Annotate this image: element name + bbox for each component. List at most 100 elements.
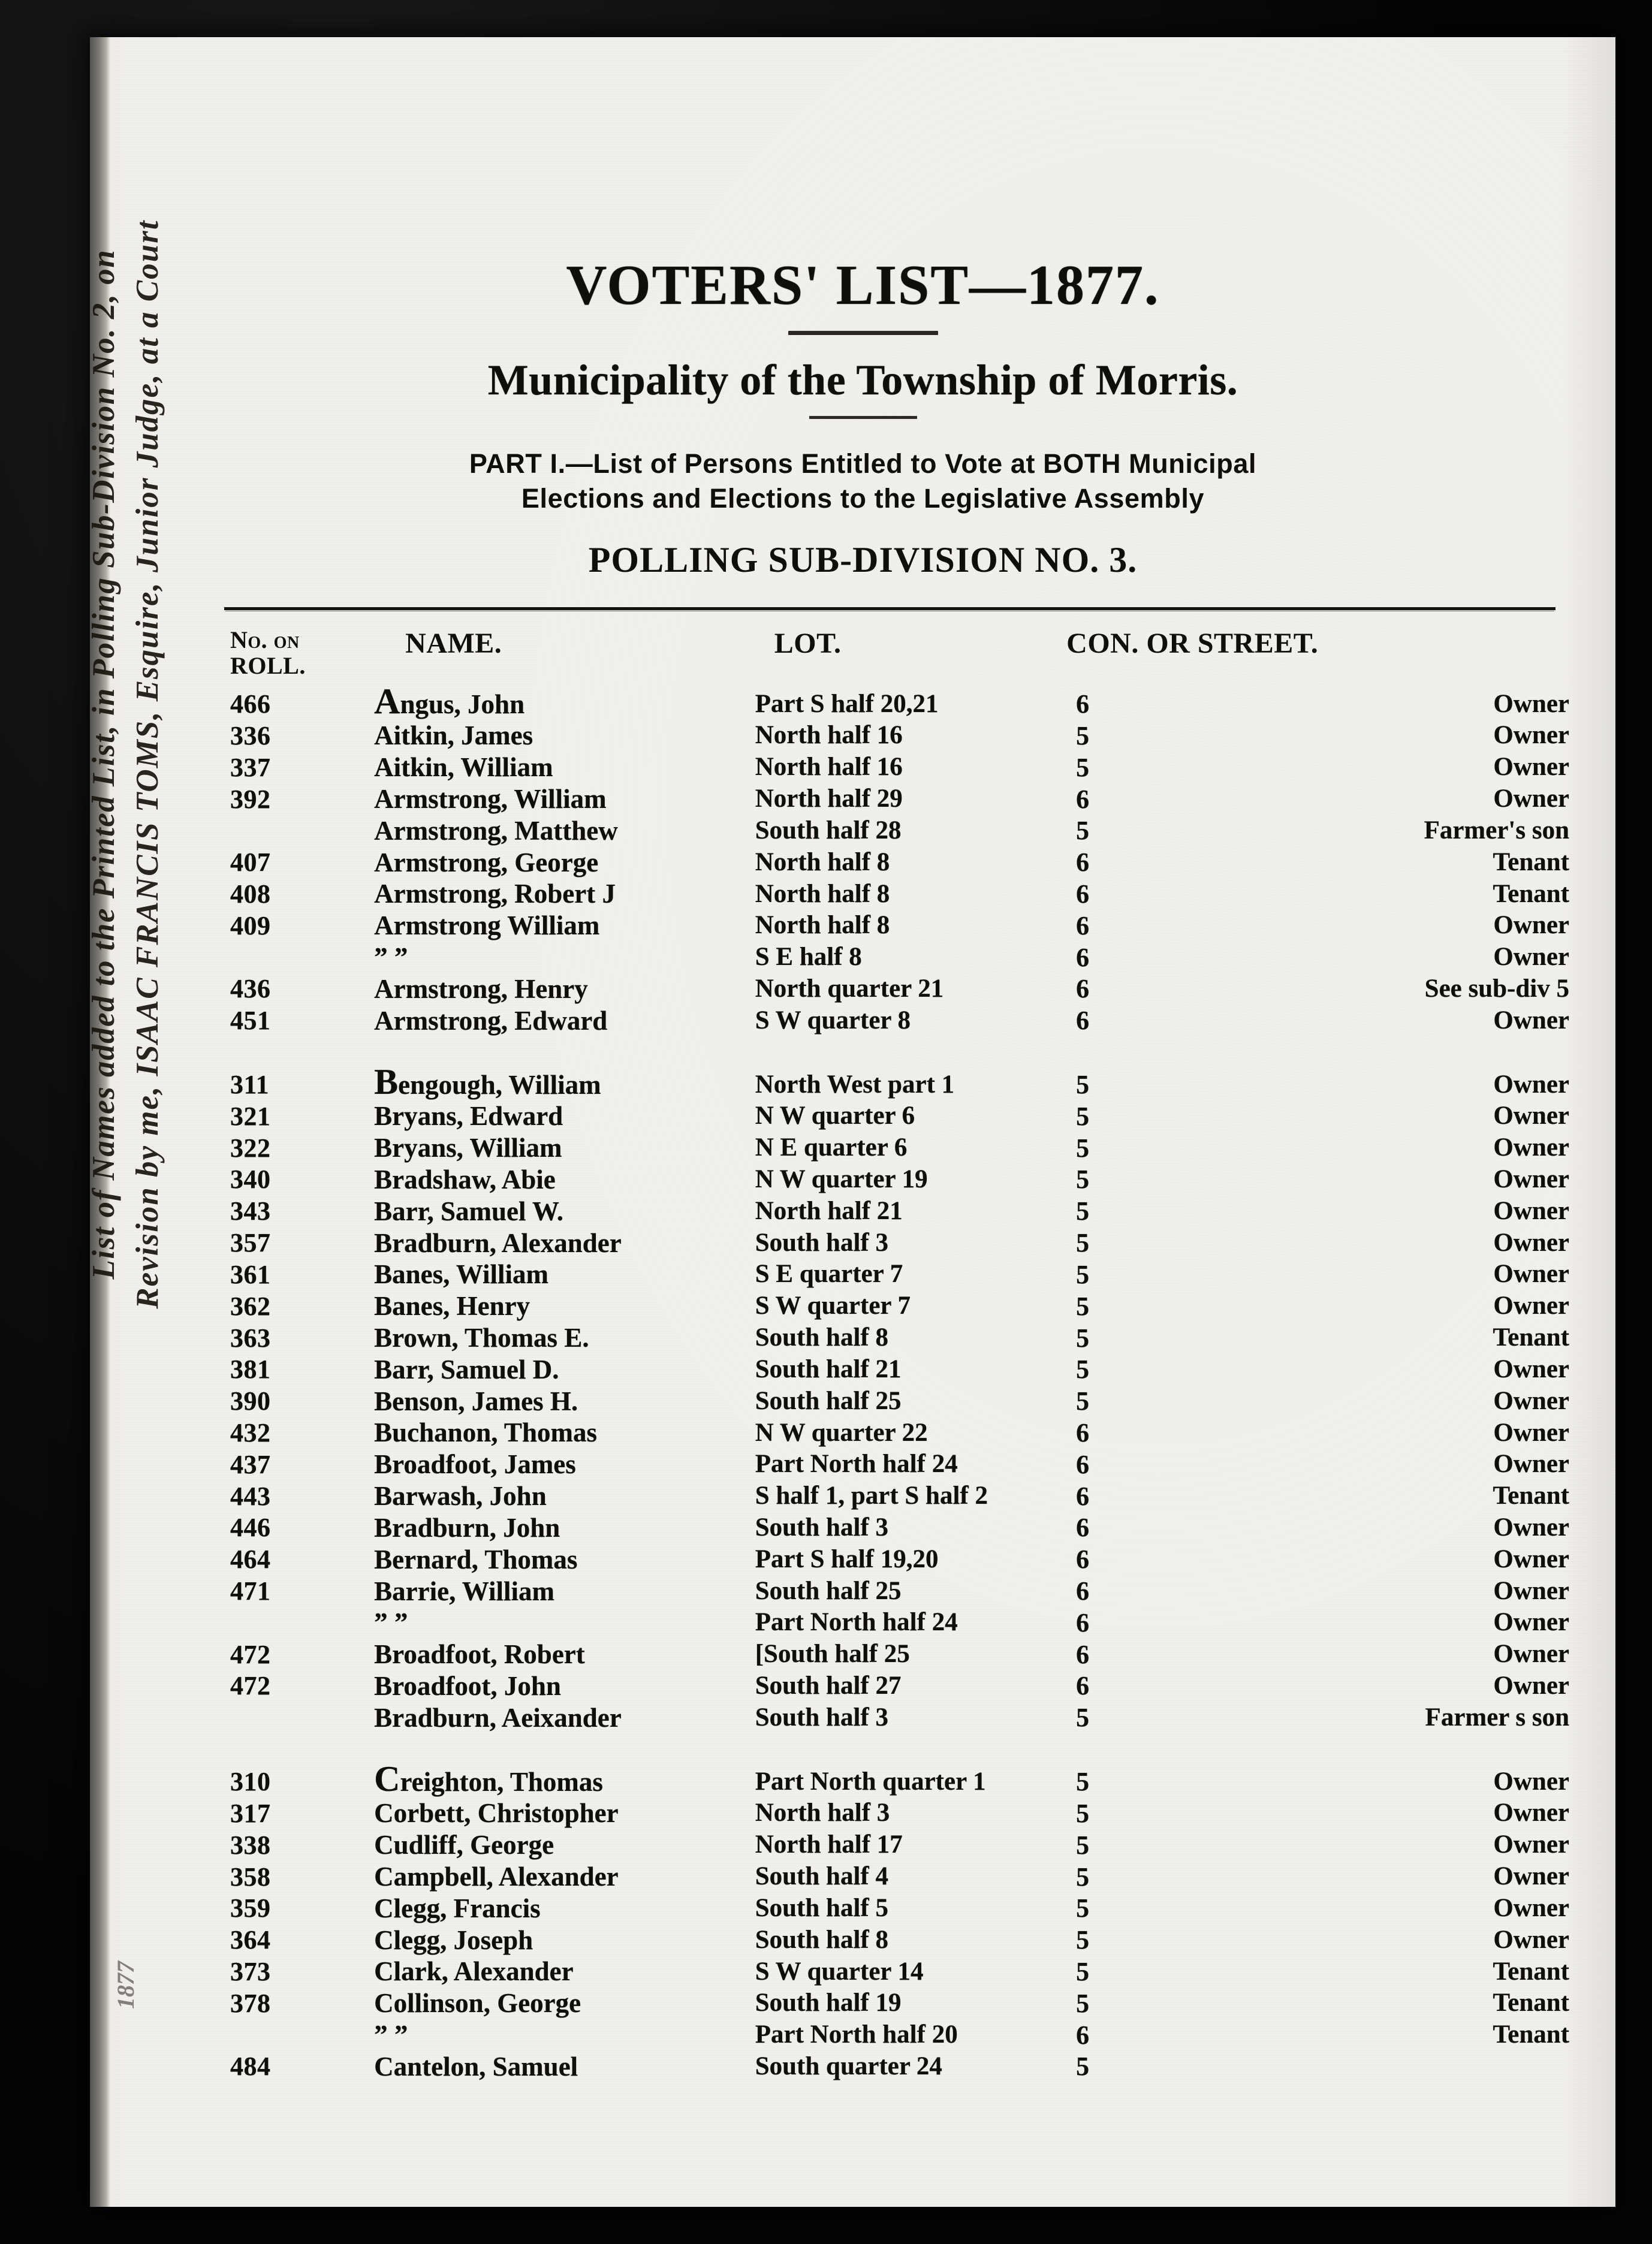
table-row[interactable]: 338 Cudliff, George North half 17 5 Owner xyxy=(230,1829,1573,1861)
table-row[interactable]: 317 Corbett, Christopher North half 3 5 Owne… xyxy=(230,1797,1573,1829)
table-row[interactable]: ” ” S E half 8 6 Owner xyxy=(230,942,1573,973)
table-row[interactable]: 361 Banes, William S E quarter 7 5 Owner xyxy=(230,1259,1573,1290)
cell-voter-name: Bernard, Thomas xyxy=(374,1544,578,1575)
cell-voter-name: Bradburn, John xyxy=(374,1512,560,1543)
cell-voter-name: Collinson, George xyxy=(374,1988,581,2019)
cell-concession: 5 xyxy=(1076,1988,1090,2018)
cell-roll-number: 443 xyxy=(230,1481,271,1511)
table-row[interactable]: Armstrong, Matthew South half 28 5 Farmer's… xyxy=(230,815,1573,847)
cell-concession: 5 xyxy=(1076,1228,1090,1258)
cell-concession: 6 xyxy=(1076,1006,1090,1036)
cell-qualification: Owner xyxy=(1493,1418,1569,1447)
table-row[interactable]: 378 Collinson, George South half 19 5 Tenant xyxy=(230,1987,1573,2019)
table-row[interactable]: Bradburn, Aeixander South half 3 5 Farmer s… xyxy=(230,1702,1573,1734)
cell-lot: North quarter 21 xyxy=(755,974,944,1003)
cell-roll-number xyxy=(230,942,339,973)
cell-lot: South half 27 xyxy=(755,1672,902,1700)
table-row[interactable]: 340 Bradshaw, Abie N W quarter 19 5 Owner xyxy=(230,1164,1573,1196)
table-row[interactable]: 436 Armstrong, Henry North quarter 21 6 See … xyxy=(230,973,1573,1005)
table-row[interactable]: 322 Bryans, William N E quarter 6 5 Owner xyxy=(230,1132,1573,1164)
table-row[interactable]: 446 Bradburn, John South half 3 6 Owner xyxy=(230,1512,1573,1544)
cell-concession: 5 xyxy=(1076,1101,1090,1131)
table-row[interactable]: 392 Armstrong, William North half 29 6 Owner xyxy=(230,783,1573,815)
table-row[interactable]: 408 Armstrong, Robert J North half 8 6 Tenan… xyxy=(230,878,1573,910)
table-row[interactable]: 472 Broadfoot, Robert [South half 25 6 Owner xyxy=(230,1639,1573,1670)
table-row[interactable]: 472 Broadfoot, John South half 27 6 Owner xyxy=(230,1670,1573,1702)
table-row[interactable]: ” ” Part North half 20 6 Tenant xyxy=(230,2019,1573,2051)
cell-voter-name: Brown, Thomas E. xyxy=(374,1323,589,1353)
cell-voter-name: Corbett, Christopher xyxy=(374,1798,619,1829)
cell-concession: 6 xyxy=(1076,1513,1090,1543)
table-row[interactable]: 409 Armstrong William North half 8 6 Owner xyxy=(230,910,1573,942)
cell-qualification: Owner xyxy=(1493,1640,1569,1669)
cell-voter-name: Broadfoot, Robert xyxy=(374,1639,585,1670)
cell-voter-name: Bengough, William xyxy=(374,1061,601,1102)
table-row[interactable]: 484 Cantelon, Samuel South quarter 24 5 xyxy=(230,2051,1573,2083)
table-row[interactable]: 432 Buchanon, Thomas N W quarter 22 6 Owner xyxy=(230,1417,1573,1449)
cell-roll-number: 340 xyxy=(230,1165,271,1195)
table-row[interactable]: 311 Bengough, William North West part 1 5 Ow… xyxy=(230,1061,1573,1102)
table-header-row: No. on ROLL. NAME. LOT. CON. OR STREET. xyxy=(230,623,1573,688)
table-row[interactable]: 357 Bradburn, Alexander South half 3 5 Owner xyxy=(230,1227,1573,1259)
table-row[interactable]: 373 Clark, Alexander S W quarter 14 5 Tenant xyxy=(230,1956,1573,1987)
cell-voter-name: Barwash, John xyxy=(374,1481,547,1512)
table-row[interactable]: 310 Creighton, Thomas Part North quarter 1… xyxy=(230,1761,1573,1798)
cell-roll-number: 446 xyxy=(230,1513,271,1543)
table-row[interactable]: 363 Brown, Thomas E. South half 8 5 Tenant xyxy=(230,1322,1573,1354)
subtitle-divider-rule xyxy=(809,416,917,419)
cell-roll-number: 317 xyxy=(230,1798,271,1828)
page-gutter-shadow xyxy=(90,37,110,2207)
cell-concession: 6 xyxy=(1076,1607,1090,1637)
cell-qualification: Owner xyxy=(1493,1260,1569,1289)
group-spacer-cell xyxy=(230,1734,1573,1766)
table-row[interactable]: 464 Bernard, Thomas Part S half 19,20 6 Owne… xyxy=(230,1544,1573,1576)
cell-qualification: Owner xyxy=(1493,1830,1569,1859)
cell-qualification: Owner xyxy=(1493,1070,1569,1099)
table-row[interactable]: 381 Barr, Samuel D. South half 21 5 Owner xyxy=(230,1354,1573,1386)
table-row[interactable]: 390 Benson, James H. South half 25 5 Owner xyxy=(230,1386,1573,1417)
cell-concession: 5 xyxy=(1076,2052,1090,2082)
cell-concession: 5 xyxy=(1076,1893,1090,1923)
table-row[interactable]: 337 Aitkin, William North half 16 5 Owner xyxy=(230,752,1573,783)
table-row[interactable]: 471 Barrie, William South half 25 6 Owner xyxy=(230,1576,1573,1607)
table-row[interactable]: 407 Armstrong, George North half 8 6 Tenant xyxy=(230,847,1573,879)
table-row[interactable]: 451 Armstrong, Edward S W quarter 8 6 Owner xyxy=(230,1005,1573,1037)
table-row[interactable]: 364 Clegg, Joseph South half 8 5 Owner xyxy=(230,1925,1573,1956)
table-row[interactable]: ” ” Part North half 24 6 Owner xyxy=(230,1607,1573,1639)
cell-qualification: Owner xyxy=(1493,689,1569,718)
cell-qualification: Owner xyxy=(1493,753,1569,782)
cell-qualification: Owner xyxy=(1493,1133,1569,1162)
cell-concession: 6 xyxy=(1076,1671,1090,1701)
table-row[interactable]: 359 Clegg, Francis South half 5 5 Owner xyxy=(230,1893,1573,1925)
group-initial-letter: A xyxy=(374,681,400,721)
table-row[interactable]: 466 Angus, John Part S half 20,21 6 Owner xyxy=(230,683,1573,720)
cell-lot: South half 3 xyxy=(755,1703,888,1732)
cell-voter-name: Cudliff, George xyxy=(374,1830,554,1860)
table-row[interactable]: 336 Aitkin, James North half 16 5 Owner xyxy=(230,720,1573,752)
cell-roll-number: 343 xyxy=(230,1196,271,1226)
table-row[interactable]: 437 Broadfoot, James Part North half 24 6 Ow… xyxy=(230,1449,1573,1480)
cell-voter-name: Banes, William xyxy=(374,1259,549,1290)
cell-lot: Part North quarter 1 xyxy=(755,1767,986,1796)
column-header-con: CON. OR STREET. xyxy=(1066,628,1319,660)
cell-lot: N W quarter 22 xyxy=(755,1418,928,1447)
table-row[interactable]: 358 Campbell, Alexander South half 4 5 Owner xyxy=(230,1861,1573,1893)
cell-qualification: See sub-div 5 xyxy=(1424,974,1569,1003)
cell-roll-number: 392 xyxy=(230,784,271,814)
table-row[interactable]: 443 Barwash, John S half 1, part S half 2 6… xyxy=(230,1480,1573,1512)
table-top-rule xyxy=(224,607,1555,611)
cell-lot: South half 4 xyxy=(755,1862,888,1891)
cell-lot: Part S half 20,21 xyxy=(755,689,939,718)
column-header-name: NAME. xyxy=(405,628,502,660)
part-description: PART I.—List of Persons Entitled to Vote… xyxy=(110,447,1615,515)
cell-lot: S W quarter 7 xyxy=(755,1292,911,1320)
cell-concession: 5 xyxy=(1076,1862,1090,1892)
cell-voter-name: Bradshaw, Abie xyxy=(374,1164,556,1195)
cell-concession: 6 xyxy=(1076,1481,1090,1511)
cell-lot: S E quarter 7 xyxy=(755,1260,903,1289)
table-row[interactable]: 343 Barr, Samuel W. North half 21 5 Owner xyxy=(230,1196,1573,1227)
cell-voter-name: Clegg, Joseph xyxy=(374,1925,533,1955)
table-row[interactable]: 362 Banes, Henry S W quarter 7 5 Owner xyxy=(230,1290,1573,1322)
table-row[interactable]: 321 Bryans, Edward N W quarter 6 5 Owner xyxy=(230,1100,1573,1132)
cell-concession: 5 xyxy=(1076,1196,1090,1226)
